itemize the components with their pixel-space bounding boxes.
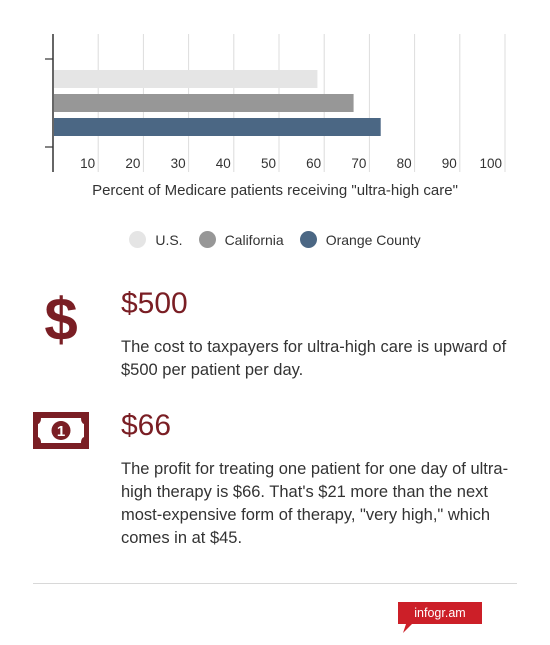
divider: [33, 583, 517, 584]
x-axis-title: Percent of Medicare patients receiving "…: [92, 182, 458, 199]
x-tick-label-10: 10: [80, 156, 95, 171]
infogram-badge-shape: [398, 602, 482, 633]
stat-profit-description: The profit for treating one patient for …: [121, 460, 509, 547]
bar-orange-county: [54, 118, 381, 136]
legend-label-california: California: [224, 231, 284, 248]
x-tick-label-30: 30: [171, 156, 186, 171]
bar-california: [54, 94, 354, 112]
svg-text:1: 1: [57, 423, 65, 440]
x-tick-label-50: 50: [261, 156, 276, 171]
bar-u-s: [54, 70, 318, 88]
stat-cost-description: The cost to taxpayers for ultra-high car…: [121, 338, 507, 379]
bar-chart: 10 20 30 40 50 60 70 80 90 100: [45, 34, 506, 172]
dollar-sign-icon: $: [43, 286, 79, 355]
svg-text:$: $: [44, 290, 77, 350]
x-tick-label-90: 90: [442, 156, 457, 171]
legend-label-us: U.S.: [155, 231, 183, 248]
stat-profit-amount: $66: [121, 409, 172, 442]
x-tick-label-100: 100: [479, 156, 502, 171]
chart-legend: U.S. California Orange County: [0, 231, 550, 248]
x-tick-label-20: 20: [125, 156, 140, 171]
legend-item-california: California: [198, 231, 284, 248]
legend-swatch-california: [198, 231, 216, 248]
infogram-badge[interactable]: infogr.am: [398, 602, 484, 639]
x-tick-label-70: 70: [351, 156, 366, 171]
x-tick-label-40: 40: [216, 156, 231, 171]
legend-item-orange-county: Orange County: [299, 231, 421, 248]
legend-swatch-us: [129, 231, 147, 248]
x-tick-label-60: 60: [306, 156, 321, 171]
stat-cost-amount: $500: [121, 287, 188, 320]
infogram-label: infogr.am: [414, 606, 466, 620]
legend-label-orange-county: Orange County: [325, 231, 421, 248]
legend-swatch-orange-county: [299, 231, 317, 248]
x-tick-label-80: 80: [397, 156, 412, 171]
legend-item-us: U.S.: [129, 231, 183, 248]
banknote-icon: 1: [33, 412, 89, 454]
